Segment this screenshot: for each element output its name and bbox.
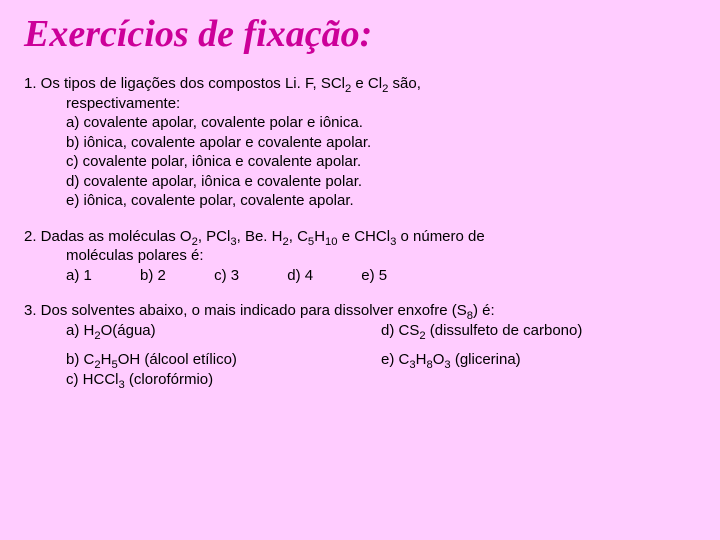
q3-e-p3: O bbox=[433, 351, 445, 368]
q3-row1: a) H2O(água) d) CS2 (dissulfeto de carbo… bbox=[24, 321, 696, 341]
q2-p5: H bbox=[314, 228, 325, 245]
q3-a-p2: O(água) bbox=[101, 322, 156, 339]
q1-stem-mid: e Cl bbox=[351, 75, 382, 92]
q3-d-p2: (dissulfeto de carbono) bbox=[426, 322, 583, 339]
question-2: 2. Dadas as moléculas O2, PCl3, Be. H2, … bbox=[24, 227, 696, 286]
slide: Exercícios de fixação: 1. Os tipos de li… bbox=[0, 0, 720, 389]
q3-p2: ) é: bbox=[473, 302, 495, 319]
q2-opt-e: e) 5 bbox=[361, 266, 387, 286]
q1-line2: respectivamente: bbox=[66, 94, 696, 114]
q2-opt-b: b) 2 bbox=[140, 266, 166, 286]
q3-opt-e: e) C3H8O3 (glicerina) bbox=[381, 350, 696, 370]
q2-options: a) 1 b) 2 c) 3 d) 4 e) 5 bbox=[66, 266, 696, 286]
q1-opt-d: d) covalente apolar, iônica e covalente … bbox=[66, 172, 696, 192]
q3-e-p2: H bbox=[416, 351, 427, 368]
q3-c-p1: c) HCCl bbox=[66, 371, 119, 388]
page-title: Exercícios de fixação: bbox=[24, 12, 696, 56]
q3-row3: c) HCCl3 (clorofórmio) bbox=[24, 370, 696, 390]
q2-p1: 2. Dadas as moléculas O bbox=[24, 228, 192, 245]
q1-stem-pre: 1. Os tipos de ligações dos compostos Li… bbox=[24, 75, 345, 92]
q1-stem-post: são, bbox=[388, 75, 421, 92]
q1-opt-e: e) iônica, covalente polar, covalente ap… bbox=[66, 191, 696, 211]
q2-opt-a: a) 1 bbox=[66, 266, 92, 286]
q3-b-p2: H bbox=[101, 351, 112, 368]
q3-opt-c: c) HCCl3 (clorofórmio) bbox=[66, 370, 381, 390]
q2-p3: , Be. H bbox=[237, 228, 283, 245]
q3-e-p1: e) C bbox=[381, 351, 409, 368]
q2-line2: moléculas polares é: bbox=[66, 246, 696, 266]
q2-p4: , C bbox=[289, 228, 308, 245]
q2-stem: 2. Dadas as moléculas O2, PCl3, Be. H2, … bbox=[24, 227, 696, 247]
q3-opt-d: d) CS2 (dissulfeto de carbono) bbox=[381, 321, 696, 341]
q3-b-p1: b) C bbox=[66, 351, 94, 368]
question-1: 1. Os tipos de ligações dos compostos Li… bbox=[24, 74, 696, 211]
q3-row2: b) C2H5OH (álcool etílico) e) C3H8O3 (gl… bbox=[24, 350, 696, 370]
q2-p6: e CHCl bbox=[338, 228, 391, 245]
q1-opt-a: a) covalente apolar, covalente polar e i… bbox=[66, 113, 696, 133]
q1-opt-b: b) iônica, covalente apolar e covalente … bbox=[66, 133, 696, 153]
q2-opt-d: d) 4 bbox=[287, 266, 313, 286]
q3-b-p3: OH (álcool etílico) bbox=[118, 351, 237, 368]
q3-row3-empty bbox=[381, 370, 696, 390]
q3-opt-a: a) H2O(água) bbox=[66, 321, 381, 341]
q3-opt-b: b) C2H5OH (álcool etílico) bbox=[66, 350, 381, 370]
q1-stem: 1. Os tipos de ligações dos compostos Li… bbox=[24, 74, 696, 94]
q1-opt-c: c) covalente polar, iônica e covalente a… bbox=[66, 152, 696, 172]
q2-p7: o número de bbox=[396, 228, 484, 245]
q2-p2: , PCl bbox=[198, 228, 231, 245]
q3-e-p4: (glicerina) bbox=[451, 351, 521, 368]
q2-opt-c: c) 3 bbox=[214, 266, 239, 286]
q2-s5: 10 bbox=[325, 236, 338, 248]
q3-a-p1: a) H bbox=[66, 322, 94, 339]
question-3: 3. Dos solventes abaixo, o mais indicado… bbox=[24, 301, 696, 389]
spacer bbox=[24, 340, 696, 350]
q3-p1: 3. Dos solventes abaixo, o mais indicado… bbox=[24, 302, 467, 319]
q3-stem: 3. Dos solventes abaixo, o mais indicado… bbox=[24, 301, 696, 321]
q3-d-p1: d) CS bbox=[381, 322, 419, 339]
q3-c-p2: (clorofórmio) bbox=[125, 371, 213, 388]
